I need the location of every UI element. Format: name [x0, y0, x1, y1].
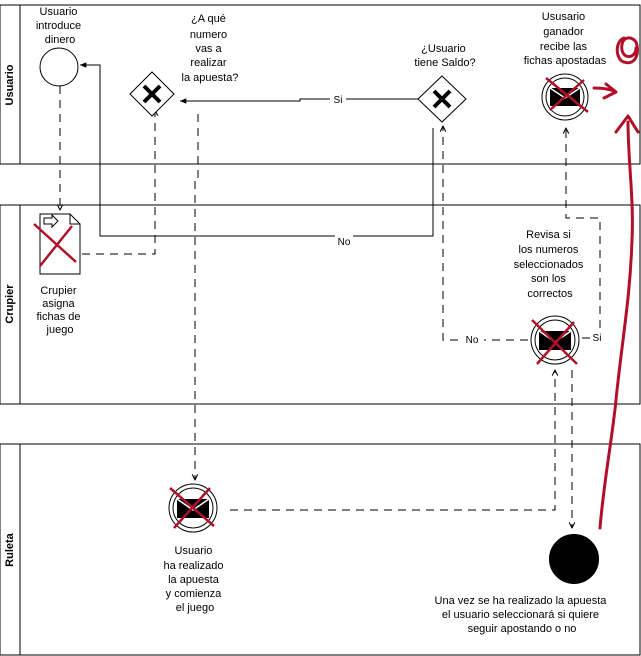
label-saldo-question: ¿Usuario tiene Saldo? [414, 43, 475, 69]
flow-task-to-gateway-apuesta[interactable] [82, 110, 155, 255]
label-apuesta-realizada: Usuario ha realizado la apuesta y comien… [164, 545, 227, 614]
task-crupier-asigna[interactable] [33, 213, 81, 275]
lane-ruleta[interactable]: Ruleta [0, 443, 641, 656]
annotation-arrow-up [598, 114, 640, 530]
exclusive-x-icon [142, 84, 162, 104]
label-crupier-asigna: Crupier asigna fichas de juego [36, 285, 83, 336]
flow-realizado-to-fin[interactable] [230, 370, 555, 511]
lane-usuario[interactable]: Usuario [0, 4, 641, 165]
start-event-usuario[interactable] [39, 47, 79, 87]
lane-usuario-title: Usuario [4, 64, 16, 105]
flow-revisa-no[interactable] [443, 126, 528, 341]
label-fin: Una vez se ha realizado la apuesta el us… [435, 595, 610, 635]
flow-no-mid[interactable] [80, 62, 434, 237]
annotation-arrow-right [592, 82, 618, 100]
red-annotation-strokes [592, 36, 640, 530]
annotation-cross-icon [33, 223, 77, 267]
flow-si-top-label: Si [334, 95, 343, 106]
end-event-ruleta[interactable] [549, 534, 599, 584]
send-arrow-icon [43, 213, 59, 229]
annotation-cross-icon [169, 487, 215, 529]
exclusive-x-icon [432, 89, 452, 109]
label-ganador: Ususario ganador recibe las fichas apost… [524, 11, 607, 67]
label-revisa: Revisa si los numeros seleccionados son … [514, 229, 587, 300]
flow-revisa-si[interactable] [566, 128, 601, 339]
lane-ruleta-title: Ruleta [4, 532, 16, 567]
gateway-saldo[interactable] [417, 75, 467, 123]
lane-crupier-title: Crupier [4, 284, 16, 324]
label-usuario-introduce: Usuario introduce dinero [36, 6, 84, 46]
flow-revisa-no-label: No [466, 335, 479, 346]
flow-revisa-si-label: Si [593, 333, 602, 344]
annotation-scribble-circle [615, 36, 639, 65]
intermediate-event-revisa[interactable] [530, 315, 580, 365]
annotation-cross-icon [531, 319, 578, 365]
annotation-cross-icon [545, 77, 589, 113]
gateway-apuesta[interactable] [129, 71, 175, 117]
label-apuesta-question: ¿A qué numero vas a realizar la apuesta? [182, 13, 239, 84]
flow-apuesta-to-ruleta[interactable] [195, 114, 199, 480]
intermediate-event-apuesta-realizada[interactable] [168, 483, 218, 533]
message-flows [60, 86, 601, 528]
lane-crupier[interactable]: Crupier [0, 204, 641, 405]
flow-si-top[interactable] [180, 98, 418, 104]
intermediate-event-ganador[interactable] [541, 73, 589, 121]
flow-no-mid-label: No [338, 237, 351, 248]
